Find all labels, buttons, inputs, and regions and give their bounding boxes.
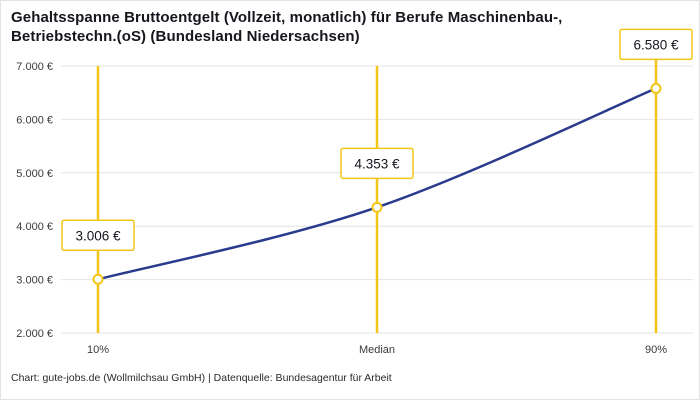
y-axis-tick-label: 3.000 € (16, 275, 53, 287)
value-label: 4.353 € (354, 156, 400, 171)
chart-title: Gehaltsspanne Bruttoentgelt (Vollzeit, m… (11, 8, 611, 46)
salary-chart: 2.000 € 3.000 € 4.000 € 5.000 € 6.000 € 7.000… (16, 28, 693, 356)
y-axis-tick-label: 7.000 € (16, 61, 53, 73)
y-axis-tick-label: 6.000 € (16, 114, 53, 126)
data-point-marker (371, 201, 383, 213)
value-label-box (619, 28, 693, 61)
x-axis-tick-label: 10% (87, 344, 109, 356)
data-point-marker (92, 273, 104, 285)
value-label-box (340, 147, 414, 180)
y-axis-tick-label: 5.000 € (16, 168, 53, 180)
chart-title-line-1: Gehaltsspanne Bruttoentgelt (Vollzeit, m… (11, 9, 563, 26)
x-axis-tick-label: 90% (645, 344, 667, 356)
y-axis-tick-label: 2.000 € (16, 328, 53, 340)
value-label-box (61, 219, 135, 252)
x-axis-tick-label: Median (359, 344, 395, 356)
value-label: 6.580 € (633, 37, 679, 52)
y-axis-tick-label: 4.000 € (16, 221, 53, 233)
data-point-marker (650, 82, 662, 94)
chart-title-line-2: Betriebstechn.(oS) (Bundesland Niedersac… (11, 28, 360, 45)
chart-source: Chart: gute-jobs.de (Wollmilchsau GmbH) … (11, 372, 392, 384)
value-label: 3.006 € (75, 228, 121, 243)
